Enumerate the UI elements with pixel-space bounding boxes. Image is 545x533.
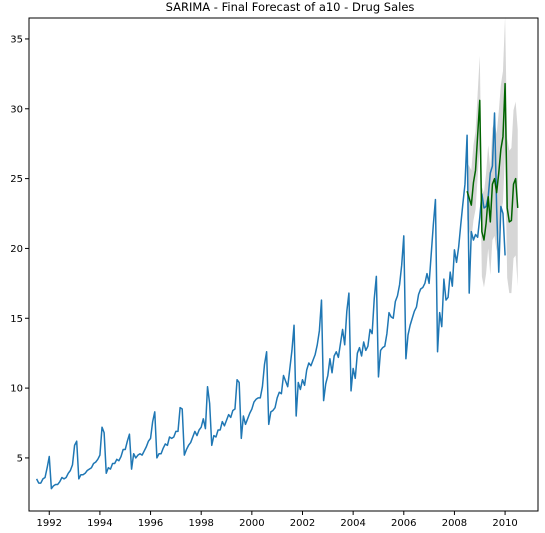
y-tick-label: 20 (10, 244, 23, 255)
x-tick-label: 1992 (37, 518, 62, 529)
y-tick-label: 10 (10, 384, 23, 395)
plot-area (35, 16, 519, 490)
y-axis: 5 10 15 20 25 30 35 (10, 34, 29, 464)
y-tick-label: 15 (10, 314, 23, 325)
chart-title: SARIMA - Final Forecast of a10 - Drug Sa… (166, 0, 415, 14)
x-tick-label: 2002 (290, 518, 315, 529)
x-tick-label: 1998 (188, 518, 213, 529)
plot-frame (28, 17, 539, 512)
y-tick-label: 25 (10, 174, 23, 185)
y-tick-label: 30 (10, 104, 23, 115)
series-line-actual (35, 112, 506, 490)
x-tick-label: 2010 (492, 518, 517, 529)
x-tick-label: 2004 (340, 518, 365, 529)
y-tick-label: 5 (17, 453, 23, 464)
x-tick-label: 2000 (239, 518, 264, 529)
x-axis: 1992 1994 1996 1998 2000 2002 2004 2006 2008 2010 (37, 511, 518, 529)
y-tick-label: 35 (10, 34, 23, 45)
series-line-forecast (466, 82, 519, 241)
x-tick-label: 2008 (442, 518, 467, 529)
x-tick-label: 2006 (391, 518, 416, 529)
x-tick-label: 1996 (138, 518, 163, 529)
x-tick-label: 1994 (87, 518, 112, 529)
